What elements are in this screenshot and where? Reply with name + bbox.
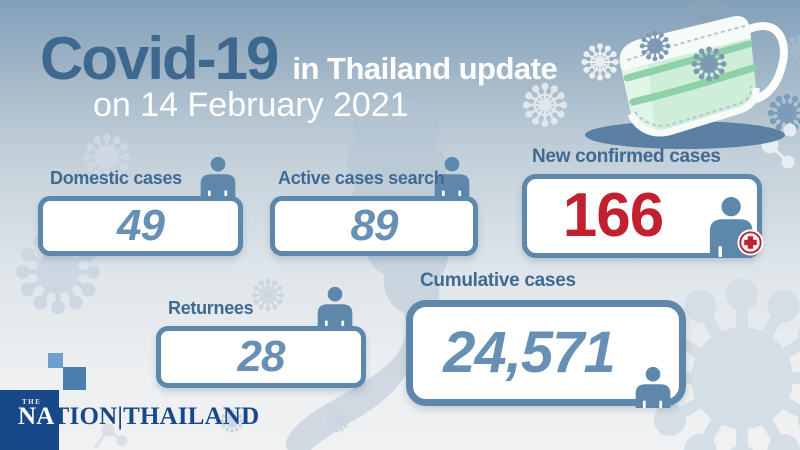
stat-returnees: Returnees 28 bbox=[156, 286, 370, 394]
stat-label: Active cases search bbox=[278, 168, 445, 188]
molecule-icon bbox=[93, 423, 128, 449]
logo-text-white: NA bbox=[18, 403, 53, 430]
stat-label: New confirmed cases bbox=[532, 146, 721, 167]
stat-label: Cumulative cases bbox=[420, 270, 576, 291]
person-icon bbox=[317, 286, 353, 328]
stat-box: 166 bbox=[522, 174, 762, 258]
stat-active-cases-search: Active cases search 89 bbox=[270, 156, 482, 261]
stat-value: 89 bbox=[350, 201, 399, 250]
logo-text-blue: TION|THAILAND bbox=[52, 403, 260, 430]
logo-text: NATION|THAILAND bbox=[18, 403, 259, 431]
stat-value: 28 bbox=[237, 332, 286, 381]
nation-thailand-logo: THE NATION|THAILAND bbox=[0, 340, 259, 450]
title-covid: Covid-19 bbox=[40, 25, 279, 92]
stat-value: 166 bbox=[562, 181, 664, 250]
logo-rect bbox=[0, 390, 59, 450]
stat-box: 89 bbox=[270, 196, 478, 256]
face-mask-icon bbox=[585, 16, 788, 149]
person-icon bbox=[200, 156, 236, 198]
person-icon bbox=[635, 366, 671, 408]
stat-box: 49 bbox=[38, 196, 243, 256]
stat-label: Returnees bbox=[168, 298, 254, 318]
page-title: Covid-19 in Thailand update bbox=[40, 24, 558, 93]
stat-domestic-cases: Domestic cases 49 bbox=[38, 156, 248, 261]
stat-cumulative-cases: Cumulative cases 24,571 bbox=[406, 270, 688, 410]
mask-shadow bbox=[585, 121, 785, 149]
logo-the-label: THE bbox=[22, 398, 42, 406]
stat-new-confirmed-cases: New confirmed cases 166 bbox=[522, 146, 764, 260]
stat-value: 24,571 bbox=[443, 320, 615, 385]
title-date: on 14 February 2021 bbox=[93, 86, 409, 124]
stat-label: Domestic cases bbox=[50, 168, 182, 188]
stat-value: 49 bbox=[117, 201, 165, 250]
red-cross-badge-icon bbox=[737, 229, 764, 256]
title-suffix: in Thailand update bbox=[292, 51, 558, 86]
medical-person-icon bbox=[709, 197, 764, 258]
logo-square-small bbox=[48, 353, 63, 368]
stat-box: 28 bbox=[156, 326, 366, 388]
person-icon bbox=[434, 156, 470, 198]
logo-square-large bbox=[63, 367, 86, 390]
